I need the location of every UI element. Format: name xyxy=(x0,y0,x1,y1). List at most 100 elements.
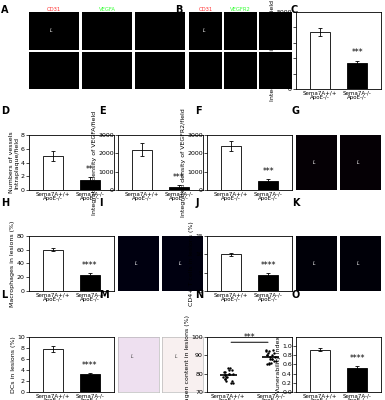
Text: H: H xyxy=(1,198,9,208)
Text: O: O xyxy=(292,290,300,300)
Y-axis label: Collagen content in lesions (%): Collagen content in lesions (%) xyxy=(185,315,190,400)
Text: L: L xyxy=(313,261,316,266)
Point xyxy=(264,350,271,356)
Text: L: L xyxy=(1,290,7,300)
Point xyxy=(273,358,279,364)
Bar xyxy=(80,180,100,190)
Text: B: B xyxy=(175,5,182,15)
Bar xyxy=(347,368,367,392)
Text: I: I xyxy=(99,198,103,208)
Title: VEGFA: VEGFA xyxy=(99,7,116,12)
Text: L: L xyxy=(313,160,316,165)
Text: E: E xyxy=(99,106,106,116)
Point xyxy=(263,348,270,355)
Point xyxy=(266,361,272,368)
Point xyxy=(230,370,236,377)
Text: L: L xyxy=(135,261,138,266)
Point xyxy=(271,358,277,364)
Bar xyxy=(169,186,189,190)
Point xyxy=(224,365,231,371)
Point xyxy=(270,346,276,353)
Text: C: C xyxy=(291,5,298,15)
Point xyxy=(269,352,275,358)
Text: ****: **** xyxy=(82,361,97,370)
Point xyxy=(229,378,235,384)
Text: ***: *** xyxy=(173,173,185,182)
Y-axis label: DCs in lesions (%): DCs in lesions (%) xyxy=(10,336,15,393)
Point xyxy=(229,367,235,373)
Text: M: M xyxy=(99,290,109,300)
Y-axis label: Macrophages in lesions (%): Macrophages in lesions (%) xyxy=(10,220,15,307)
Text: ****: **** xyxy=(260,261,276,270)
Point xyxy=(222,376,228,382)
Point xyxy=(230,380,236,386)
Point xyxy=(266,359,272,366)
Point xyxy=(220,374,226,380)
Text: **: ** xyxy=(86,165,94,174)
Text: L: L xyxy=(175,354,178,358)
Bar xyxy=(347,63,367,89)
Text: N: N xyxy=(196,290,204,300)
Point xyxy=(226,370,233,377)
Point xyxy=(222,368,228,375)
Text: L: L xyxy=(357,160,360,165)
Point xyxy=(222,372,228,379)
Y-axis label: Numbers of vessels
Intraplaque/field: Numbers of vessels Intraplaque/field xyxy=(8,132,19,194)
Point xyxy=(267,356,273,362)
Bar xyxy=(221,146,241,190)
Text: ****: **** xyxy=(349,354,365,364)
Bar xyxy=(43,349,63,392)
Point xyxy=(222,376,228,382)
Y-axis label: CD4+ T cells in lesions (%): CD4+ T cells in lesions (%) xyxy=(189,221,194,306)
Text: ****: **** xyxy=(82,262,97,270)
Title: CD31: CD31 xyxy=(199,7,213,12)
Y-axis label: Integrated density of VEGFA/field: Integrated density of VEGFA/field xyxy=(92,110,97,215)
Point xyxy=(221,368,227,375)
Text: D: D xyxy=(1,106,9,116)
Point xyxy=(271,350,277,356)
Text: ***: *** xyxy=(352,48,363,57)
Point xyxy=(226,367,233,373)
Text: K: K xyxy=(292,198,299,208)
Title: Merge: Merge xyxy=(267,7,284,12)
Point xyxy=(269,356,275,362)
Bar xyxy=(80,274,100,291)
Point xyxy=(223,378,229,384)
Text: A: A xyxy=(1,5,8,15)
Point xyxy=(223,374,229,380)
Text: L: L xyxy=(357,261,360,266)
Bar xyxy=(310,32,330,89)
Title: Merge: Merge xyxy=(152,7,168,12)
Point xyxy=(224,374,230,380)
Text: L: L xyxy=(179,261,182,266)
Bar xyxy=(310,350,330,392)
Point xyxy=(269,356,275,362)
Bar xyxy=(43,156,63,190)
Text: ***: *** xyxy=(262,168,274,176)
Point xyxy=(272,354,278,360)
Y-axis label: Integrated density of CD31/field: Integrated density of CD31/field xyxy=(270,0,275,101)
Text: G: G xyxy=(292,106,300,116)
Point xyxy=(222,372,228,379)
Bar xyxy=(80,374,100,392)
Text: L: L xyxy=(203,28,206,33)
Title: CD31: CD31 xyxy=(47,7,61,12)
Point xyxy=(226,370,232,377)
Text: J: J xyxy=(196,198,199,208)
Point xyxy=(264,361,271,368)
Point xyxy=(228,380,234,386)
Y-axis label: Vunerability index: Vunerability index xyxy=(276,336,281,393)
Bar xyxy=(132,150,152,190)
Text: L: L xyxy=(50,28,53,33)
Point xyxy=(264,352,270,358)
Text: ***: *** xyxy=(244,333,255,342)
Point xyxy=(266,348,273,355)
Bar xyxy=(221,254,241,291)
Point xyxy=(264,352,270,358)
Point xyxy=(268,359,274,366)
Text: F: F xyxy=(196,106,202,116)
Point xyxy=(267,354,273,360)
Title: VEGFR2: VEGFR2 xyxy=(230,7,251,12)
Bar xyxy=(43,250,63,291)
Y-axis label: Integrated density of VEGFR2/field: Integrated density of VEGFR2/field xyxy=(181,108,186,217)
